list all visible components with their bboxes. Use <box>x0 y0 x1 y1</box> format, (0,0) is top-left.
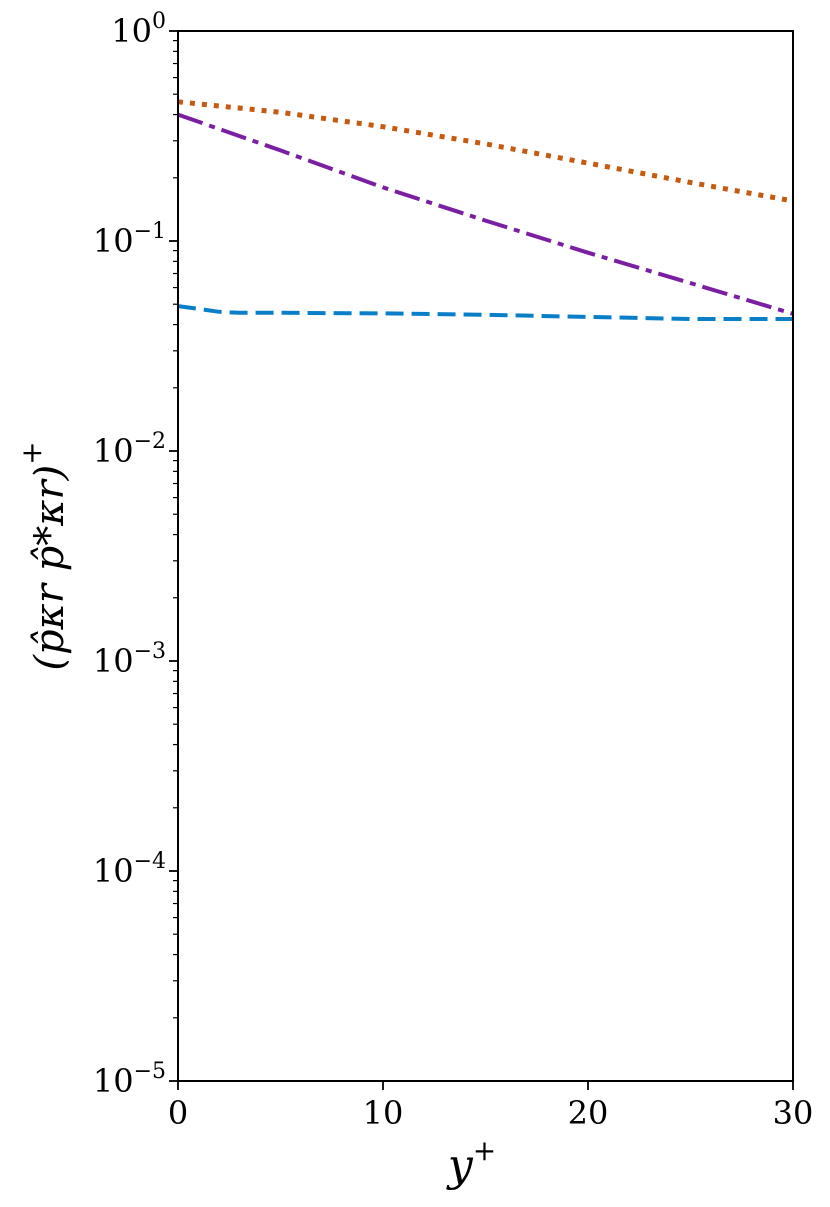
plot-frame <box>177 30 794 1082</box>
x-tick-labels: 0 10 20 30 <box>168 1094 814 1132</box>
series-line-1 <box>177 99 794 204</box>
x-axis-title: y+ <box>446 1134 496 1191</box>
y-tick-labels: 100 10−1 10−2 10−3 10−4 10−5 <box>93 9 166 1100</box>
y-axis-title: (p̂κr p̂*κr)+ <box>15 441 73 670</box>
y-tick-label-0: 100 <box>111 9 166 50</box>
y-tick-label-3: 10−3 <box>93 639 166 680</box>
y-tick-label-1: 10−1 <box>93 219 166 260</box>
series-line-2 <box>177 112 794 316</box>
y-tick-label-2: 10−2 <box>93 429 166 470</box>
series-line-3 <box>177 304 793 321</box>
x-tick-label-2: 20 <box>568 1094 609 1132</box>
x-tick-label-0: 0 <box>168 1094 188 1132</box>
y-tick-label-4: 10−4 <box>93 849 166 890</box>
x-tick-label-1: 10 <box>363 1094 404 1132</box>
y-tick-label-5: 10−5 <box>93 1059 166 1100</box>
plot-lines <box>177 99 794 321</box>
major-ticks <box>169 30 794 1090</box>
x-tick-label-3: 30 <box>773 1094 814 1132</box>
